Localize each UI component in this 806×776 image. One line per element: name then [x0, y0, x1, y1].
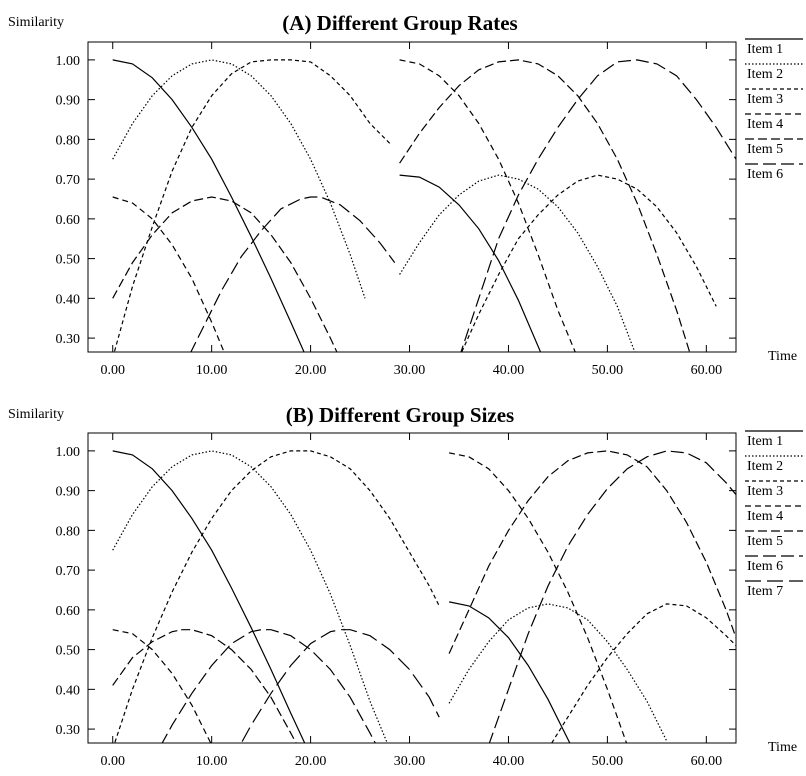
y-tick-label: 0.60 — [56, 604, 81, 619]
y-tick-label: 0.80 — [56, 133, 81, 148]
legend-label: Item 1 — [747, 434, 783, 449]
legend-label: Item 5 — [747, 142, 783, 157]
legend-label: Item 7 — [747, 584, 783, 599]
plot-frame — [87, 41, 737, 353]
x-tick-label: 50.00 — [592, 754, 624, 769]
x-tick-label: 50.00 — [592, 363, 624, 378]
chart-title: (A) Different Group Rates — [282, 11, 517, 35]
legend-label: Item 2 — [747, 67, 783, 82]
x-tick-label: 0.00 — [100, 754, 125, 769]
y-tick-label: 0.80 — [56, 524, 81, 539]
y-axis-label: Similarity — [8, 15, 64, 30]
series-line-1 — [448, 601, 571, 743]
legend-label: Item 6 — [747, 559, 783, 574]
series-line-2 — [112, 450, 388, 743]
series-line-4 — [399, 59, 576, 352]
x-tick-label: 0.00 — [100, 363, 125, 378]
series-line-1 — [399, 174, 542, 352]
x-tick-label: 60.00 — [691, 363, 723, 378]
series-line-4 — [112, 196, 225, 352]
x-tick-label: 20.00 — [295, 754, 327, 769]
legend-label: Item 1 — [747, 42, 783, 57]
legend: Item 1 Item 2 Item 3 Item 4 Item 5 Item 6 Item… — [745, 430, 803, 599]
y-tick-label: 0.90 — [56, 485, 81, 500]
legend-label: Item 2 — [747, 459, 783, 474]
series-line-6 — [161, 629, 376, 743]
legend-label: Item 5 — [747, 534, 783, 549]
y-tick-label: 0.60 — [56, 213, 81, 228]
y-tick-label: 0.70 — [56, 173, 81, 188]
series-layer — [112, 450, 736, 743]
series-line-3 — [114, 450, 440, 743]
y-tick-label: 0.30 — [56, 332, 81, 347]
tick-group: 0.30 0.40 0.50 0.60 0.70 0.80 0.90 1.00 0.00 10.0… — [56, 433, 736, 769]
legend-label: Item 3 — [747, 484, 783, 499]
series-line-5 — [112, 629, 297, 743]
y-tick-label: 0.50 — [56, 644, 81, 659]
series-layer — [112, 59, 736, 352]
plot-frame — [87, 432, 737, 744]
y-tick-label: 0.30 — [56, 723, 81, 738]
series-line-6 — [190, 196, 396, 352]
y-tick-label: 1.00 — [56, 54, 81, 69]
series-line-6 — [488, 450, 736, 743]
tick-group: 0.30 0.40 0.50 0.60 0.70 0.80 0.90 1.00 0.00 10.0… — [56, 42, 736, 378]
series-line-5 — [112, 196, 338, 352]
series-line-4 — [112, 629, 212, 743]
legend-label: Item 6 — [747, 167, 783, 182]
x-tick-label: 10.00 — [196, 363, 228, 378]
series-line-7 — [240, 629, 440, 743]
x-axis-label: Time — [768, 349, 797, 364]
x-tick-label: 10.00 — [196, 754, 228, 769]
y-tick-label: 0.50 — [56, 253, 81, 268]
series-line-3 — [461, 174, 717, 352]
y-tick-label: 0.90 — [56, 94, 81, 109]
series-line-5 — [399, 59, 691, 352]
x-axis-label: Time — [768, 740, 797, 755]
x-tick-label: 40.00 — [493, 363, 525, 378]
y-tick-label: 0.40 — [56, 292, 81, 307]
legend: Item 1 Item 2 Item 3 Item 4 Item 5 Item 6 — [745, 38, 803, 182]
legend-label: Item 4 — [747, 509, 783, 524]
legend-label: Item 4 — [747, 117, 783, 132]
x-tick-label: 30.00 — [394, 754, 426, 769]
series-line-5 — [448, 450, 736, 654]
chart-title: (B) Different Group Sizes — [286, 403, 514, 427]
y-tick-label: 0.40 — [56, 683, 81, 698]
series-line-6 — [460, 59, 736, 352]
series-line-1 — [112, 59, 305, 352]
series-line-3 — [113, 59, 391, 352]
x-tick-label: 40.00 — [493, 754, 525, 769]
x-tick-label: 30.00 — [394, 363, 426, 378]
y-axis-label: Similarity — [8, 407, 64, 422]
legend-label: Item 3 — [747, 92, 783, 107]
series-line-2 — [399, 174, 636, 352]
chart-panel-b: (B) Different Group Sizes Similarity Tim… — [8, 403, 803, 769]
y-tick-label: 0.70 — [56, 564, 81, 579]
series-line-4 — [448, 452, 628, 743]
y-tick-label: 1.00 — [56, 445, 81, 460]
x-tick-label: 20.00 — [295, 363, 327, 378]
chart-panel-a: (A) Different Group Rates Similarity Tim… — [8, 11, 803, 378]
series-line-3 — [551, 603, 736, 743]
series-line-2 — [448, 603, 668, 742]
series-line-2 — [112, 59, 366, 299]
x-tick-label: 60.00 — [691, 754, 723, 769]
